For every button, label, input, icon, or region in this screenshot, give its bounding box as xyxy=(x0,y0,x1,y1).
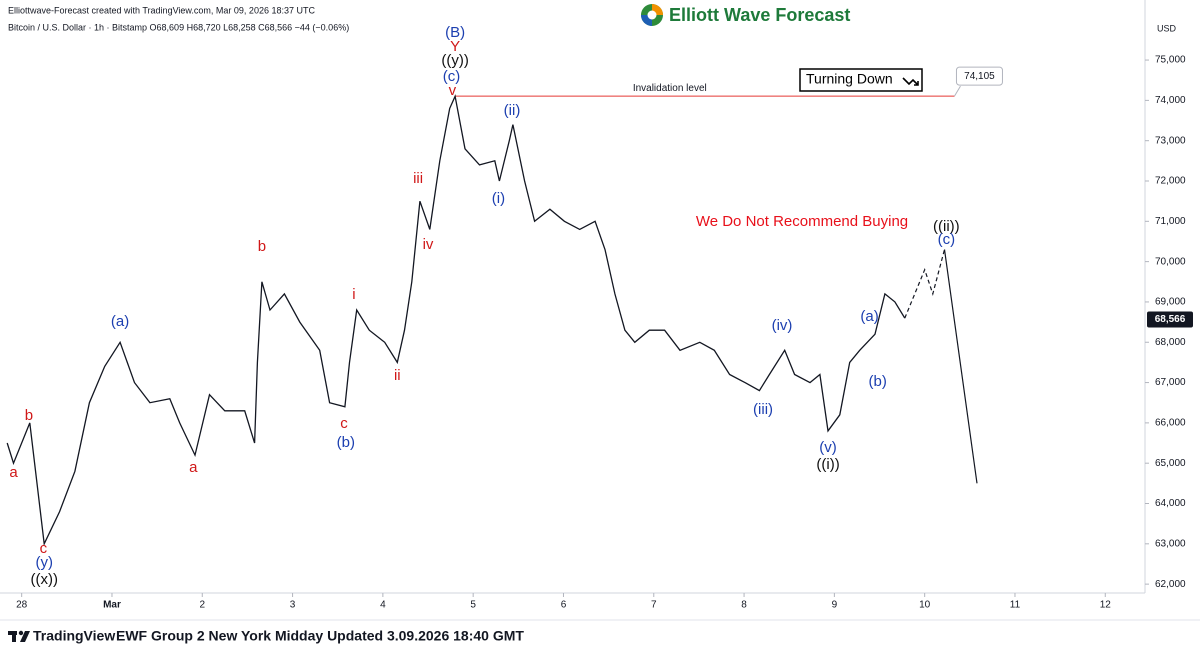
y-tick-label: 64,000 xyxy=(1155,498,1186,509)
warning-text: We Do Not Recommend Buying xyxy=(696,213,908,230)
y-tick-label: 74,000 xyxy=(1155,95,1186,106)
wave-label: (ii) xyxy=(504,102,521,119)
x-tick-label: 28 xyxy=(16,600,28,611)
y-tick-label: 71,000 xyxy=(1155,216,1186,227)
x-tick-label: 7 xyxy=(651,600,657,611)
invalidation-label: 74,105 xyxy=(964,71,995,82)
wave-label: Y xyxy=(450,38,460,55)
wave-label: ((y)) xyxy=(441,52,468,69)
y-tick-label: 66,000 xyxy=(1155,418,1186,429)
wave-label: ((i)) xyxy=(816,456,839,473)
badge-text: Turning Down xyxy=(806,71,893,87)
wave-label: v xyxy=(449,82,457,99)
wave-label: (B) xyxy=(445,24,465,41)
y-tick-label: 70,000 xyxy=(1155,256,1186,267)
logo-text: Elliott Wave Forecast xyxy=(669,5,850,25)
badge-arrow xyxy=(902,77,919,86)
wave-label: (c) xyxy=(443,68,461,85)
wave-label: i xyxy=(352,286,355,303)
wave-label: (c) xyxy=(938,231,956,248)
y-tick-label: 75,000 xyxy=(1155,55,1186,66)
price-line xyxy=(6,94,906,547)
x-tick-label: 6 xyxy=(561,600,567,611)
wave-label: c xyxy=(40,540,48,557)
x-tick-label: 9 xyxy=(832,600,838,611)
y-tick-label: 67,000 xyxy=(1155,377,1186,388)
wave-label: (a) xyxy=(111,313,129,330)
wave-label: (y) xyxy=(35,554,53,571)
wave-label: (i) xyxy=(492,190,505,207)
x-tick-label: Mar xyxy=(103,600,121,611)
invalidation-text: Invalidation level xyxy=(633,83,707,94)
footer-brand: TradingView xyxy=(33,628,115,644)
x-tick-label: 11 xyxy=(1010,600,1021,611)
wave-label: b xyxy=(258,238,266,255)
invalidation-box xyxy=(955,66,1003,86)
y-tick-label: 69,000 xyxy=(1155,297,1186,308)
wave-label: iv xyxy=(423,236,434,253)
y-tick-label: 68,000 xyxy=(1155,337,1186,348)
x-tick-label: 10 xyxy=(919,600,931,611)
x-tick-label: 12 xyxy=(1100,600,1112,611)
invalidation-connector xyxy=(954,85,961,97)
y-tick-label: 62,000 xyxy=(1155,579,1186,590)
y-tick-label: 63,000 xyxy=(1155,538,1186,549)
wave-label: b xyxy=(25,407,33,424)
x-tick-label: 5 xyxy=(470,600,476,611)
wave-label: a xyxy=(9,464,18,481)
wave-label: ii xyxy=(394,367,401,384)
badge-box xyxy=(799,68,923,92)
wave-label: c xyxy=(340,415,348,432)
wave-label: (a) xyxy=(860,308,878,325)
footer-logo xyxy=(8,630,30,642)
wave-label: (iv) xyxy=(772,317,793,334)
wave-label: (iii) xyxy=(753,401,773,418)
symbol: Bitcoin / U.S. Dollar · 1h · Bitstamp O6… xyxy=(8,22,349,32)
last-price-label: 68,566 xyxy=(1155,314,1186,325)
last-price-box xyxy=(1147,311,1193,328)
y-tick-label: 72,000 xyxy=(1155,176,1186,187)
y-tick-label: 73,000 xyxy=(1155,135,1186,146)
currency: USD xyxy=(1157,23,1177,33)
x-tick-label: 8 xyxy=(741,600,747,611)
wave-label: a xyxy=(189,459,198,476)
credit: Elliottwave-Forecast created with Tradin… xyxy=(8,5,315,15)
x-tick-label: 3 xyxy=(290,600,296,611)
logo-icon xyxy=(641,4,663,26)
x-tick-label: 4 xyxy=(380,600,386,611)
wave-label: (v) xyxy=(819,439,837,456)
wave-label: ((ii)) xyxy=(933,218,960,235)
wave-label: (b) xyxy=(337,434,355,451)
projection-dashed xyxy=(904,249,946,319)
wave-label: ((x)) xyxy=(31,571,58,588)
wave-label: iii xyxy=(413,170,423,187)
x-tick-label: 2 xyxy=(199,600,205,611)
projection-drop xyxy=(943,249,978,484)
footer-text: EWF Group 2 New York Midday Updated 3.09… xyxy=(116,628,524,644)
wave-label: (b) xyxy=(869,373,887,390)
y-tick-label: 65,000 xyxy=(1155,458,1186,469)
